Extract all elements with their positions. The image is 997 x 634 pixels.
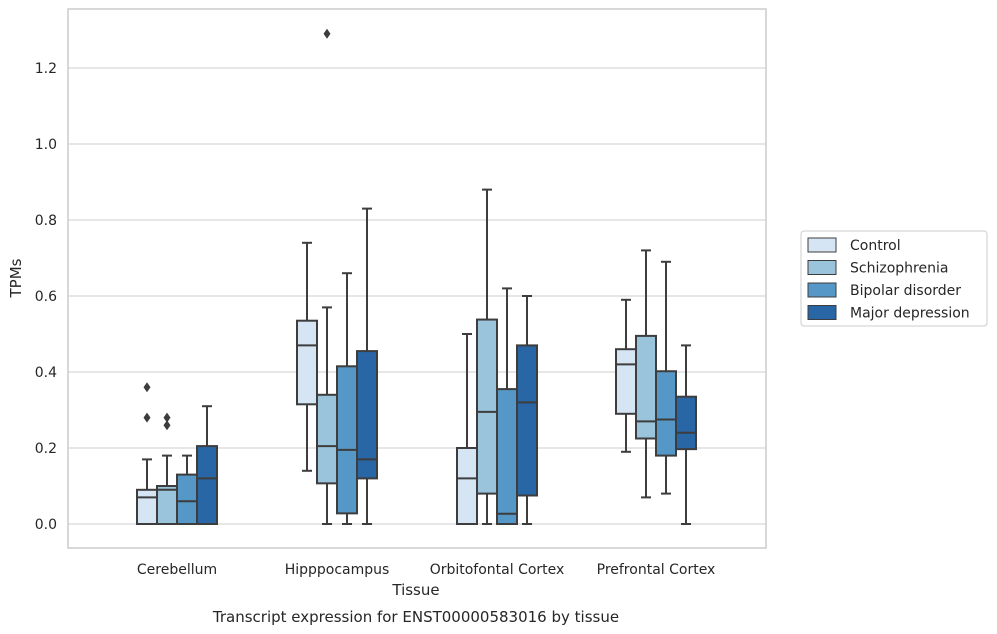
- x-axis-label: Tissue: [391, 581, 439, 599]
- x-tick-label: Cerebellum: [137, 562, 217, 578]
- outlier-point: [143, 382, 151, 393]
- box-iqr: [316, 393, 338, 485]
- legend-swatch: [807, 305, 837, 320]
- box-major-depression: [196, 405, 218, 526]
- box-control: [615, 298, 637, 453]
- y-tick-label: 0.8: [35, 213, 57, 229]
- y-tick-label: 0.0: [35, 517, 57, 533]
- box-major-depression: [356, 207, 378, 525]
- box-iqr: [336, 365, 358, 515]
- box-schizophrenia: [635, 249, 657, 499]
- legend: Control Schizophrenia Bipolar disorder Majo…: [800, 230, 988, 327]
- x-tick-label: Prefrontal Cortex: [597, 562, 716, 578]
- box-iqr: [655, 370, 677, 457]
- y-tick-label: 1.0: [35, 137, 57, 153]
- box-iqr: [476, 318, 498, 495]
- legend-frame: [800, 230, 988, 327]
- y-tick-label: 0.4: [35, 365, 57, 381]
- box-iqr: [496, 388, 518, 525]
- box-schizophrenia: [476, 188, 498, 525]
- legend-label: Schizophrenia: [850, 261, 948, 277]
- box-iqr: [156, 485, 178, 525]
- plot-frame: [67, 8, 767, 549]
- box-major-depression: [516, 295, 538, 525]
- box-iqr: [675, 395, 697, 451]
- x-tick-label: Orbitofontal Cortex: [430, 562, 565, 578]
- box-control: [136, 382, 158, 525]
- box-iqr: [196, 445, 218, 526]
- box-schizophrenia: [156, 412, 178, 525]
- legend-label: Bipolar disorder: [850, 283, 961, 299]
- y-axis-ticks: 0.0 0.2 0.4 0.6 0.8 1.0 1.2: [35, 61, 57, 533]
- box-iqr: [516, 344, 538, 497]
- box-iqr: [456, 447, 478, 525]
- box-iqr: [136, 488, 158, 525]
- box-control: [296, 241, 318, 472]
- box-iqr: [635, 334, 657, 440]
- boxes: [136, 28, 697, 526]
- box-iqr: [615, 348, 637, 415]
- x-tick-label: Hipppocampus: [285, 562, 390, 578]
- box-bipolar-disorder: [336, 272, 358, 525]
- legend-label: Control: [850, 238, 901, 254]
- box-major-depression: [675, 344, 697, 525]
- outlier-point: [163, 420, 171, 431]
- box-bipolar-disorder: [176, 454, 198, 526]
- box-schizophrenia: [316, 28, 338, 525]
- box-iqr: [176, 473, 198, 526]
- x-axis-ticks: Cerebellum Hipppocampus Orbitofontal Corte…: [137, 562, 715, 578]
- chart-caption: Transcript expression for ENST0000058301…: [212, 608, 619, 626]
- outlier-point: [163, 412, 171, 423]
- y-tick-label: 0.6: [35, 289, 57, 305]
- grid-lines: [68, 67, 766, 525]
- box-bipolar-disorder: [655, 260, 677, 495]
- y-tick-label: 0.2: [35, 441, 57, 457]
- legend-swatch: [807, 260, 837, 275]
- legend-swatch: [807, 237, 837, 253]
- legend-swatch: [807, 282, 837, 298]
- box-control: [456, 333, 478, 525]
- y-axis-label: TPMs: [7, 258, 25, 298]
- outlier-point: [143, 412, 151, 423]
- legend-label: Major depression: [850, 306, 970, 322]
- box-iqr: [296, 319, 318, 406]
- y-tick-label: 1.2: [35, 61, 57, 77]
- outlier-point: [323, 28, 331, 39]
- box-bipolar-disorder: [496, 287, 518, 525]
- box-iqr: [356, 350, 378, 480]
